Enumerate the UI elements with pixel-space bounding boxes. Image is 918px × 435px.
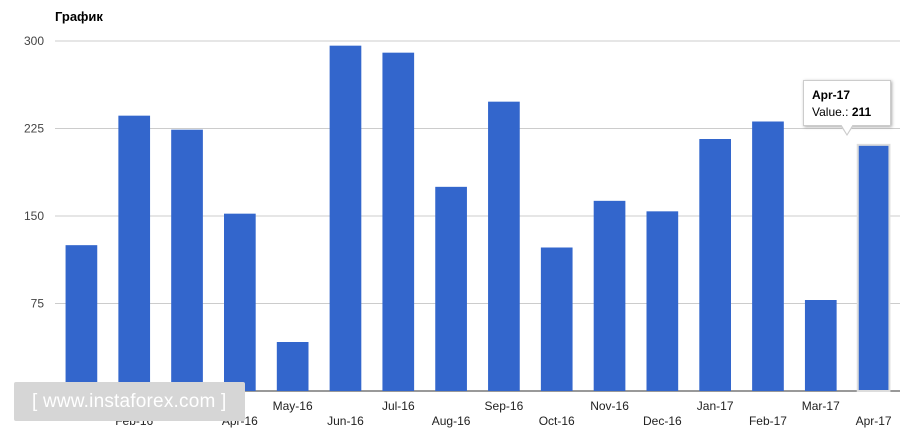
bar-tooltip: Apr-17 Value.: 211	[803, 80, 891, 126]
bar-feb-16[interactable]	[118, 115, 151, 392]
tooltip-category: Apr-17	[812, 88, 851, 102]
bar-nov-16[interactable]	[593, 200, 626, 391]
x-axis-ticks: Jan-16Feb-16Mar-16Apr-16May-16Jun-16Jul-…	[63, 399, 892, 428]
bar-mar-16[interactable]	[171, 129, 203, 391]
bar-feb-17[interactable]	[752, 121, 784, 392]
x-tick-label: Feb-17	[749, 414, 787, 428]
x-tick-label: Jun-16	[327, 414, 364, 428]
x-tick-label: Aug-16	[432, 414, 471, 428]
x-tick-label: Apr-17	[856, 414, 892, 428]
x-tick-label: Jul-16	[382, 399, 415, 413]
bar-jan-17[interactable]	[699, 139, 731, 391]
x-tick-label: Sep-16	[485, 399, 524, 413]
x-tick-label: Nov-16	[590, 399, 629, 413]
bar-sep-16[interactable]	[488, 101, 520, 392]
watermark-logo: [ www.instaforex.com ]	[14, 382, 245, 421]
bar-aug-16[interactable]	[435, 186, 467, 391]
y-tick-label: 75	[31, 297, 45, 311]
chart-title: График	[55, 9, 103, 24]
bar-apr-17[interactable]	[856, 143, 891, 392]
x-tick-label: May-16	[273, 399, 313, 413]
y-tick-label: 150	[24, 209, 44, 223]
x-tick-label: Dec-16	[643, 414, 682, 428]
tooltip-value: 211	[851, 105, 872, 119]
bar-apr-16[interactable]	[224, 213, 256, 391]
x-tick-label: Mar-17	[802, 399, 840, 413]
bar-mar-17[interactable]	[804, 300, 837, 391]
y-tick-label: 300	[24, 34, 44, 48]
bars	[65, 45, 891, 392]
tooltip-value-label: Value.:	[812, 105, 849, 119]
x-tick-label: Oct-16	[539, 414, 575, 428]
y-tick-label: 225	[24, 122, 44, 136]
bar-oct-16[interactable]	[540, 247, 573, 392]
bar-jan-16[interactable]	[65, 245, 98, 391]
x-tick-label: Jan-17	[697, 399, 734, 413]
bar-dec-16[interactable]	[646, 211, 679, 391]
tooltip-pointer-fill	[841, 124, 853, 134]
y-axis-ticks: 075150225300	[24, 34, 44, 398]
bar-jun-16[interactable]	[329, 45, 362, 392]
bar-jul-16[interactable]	[382, 52, 415, 392]
bar-may-16[interactable]	[276, 342, 309, 391]
